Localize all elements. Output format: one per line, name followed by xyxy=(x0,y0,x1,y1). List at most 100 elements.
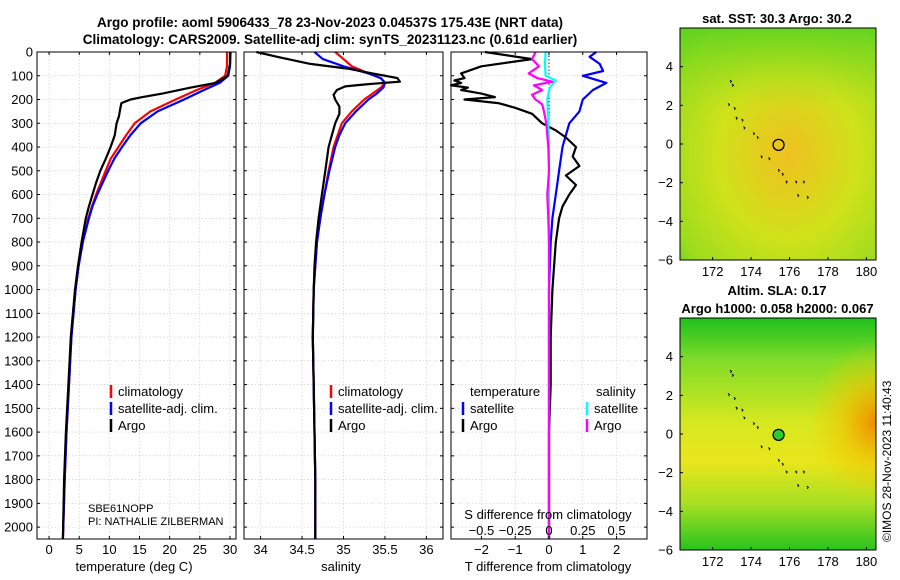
map-xtick-label: 174 xyxy=(740,264,762,279)
series-line-satellite-adj-clim- xyxy=(311,51,387,539)
xtick-label: 34 xyxy=(253,542,267,557)
difference-ticks: −2 −1 0 1 2 −0.5 −0.25 0 0.25 0.5 xyxy=(451,51,647,557)
island-mark xyxy=(802,180,806,184)
island-mark xyxy=(731,83,735,87)
xtick-top-label: −0.25 xyxy=(499,523,532,538)
temperature-panel: 0100200300400500600700800900100011001200… xyxy=(4,45,237,575)
difference-xlabel: T difference from climatology xyxy=(465,559,632,574)
xtick-label: 15 xyxy=(132,542,146,557)
pi-label: PI: NATHALIE ZILBERMAN xyxy=(88,516,224,528)
map-ytick-label: −4 xyxy=(658,214,673,229)
island-mark xyxy=(752,422,756,426)
ytick-label: 300 xyxy=(11,116,33,131)
island-mark xyxy=(768,447,771,451)
ytick-label: 800 xyxy=(11,235,33,250)
island-marks xyxy=(727,369,810,490)
island-mark xyxy=(735,116,738,120)
island-mark xyxy=(794,180,798,184)
temperature-ticks: 0100200300400500600700800900100011001200… xyxy=(4,45,237,558)
island-mark xyxy=(727,103,731,107)
xtick-label: 20 xyxy=(162,542,176,557)
ytick-label: 500 xyxy=(11,163,33,178)
ytick-label: 100 xyxy=(11,68,33,83)
map-xtick-label: 174 xyxy=(740,554,762,569)
xtick-label: 30 xyxy=(223,542,237,557)
legend-label-t-argo: Argo xyxy=(470,418,497,433)
map-xtick-label: 172 xyxy=(702,554,724,569)
series-line-t-satellite xyxy=(547,51,608,539)
sst-map: 172 174 176 178 180 −6 −4 −2 0 2 4 xyxy=(658,27,877,279)
island-mark xyxy=(756,425,760,430)
ytick-label: 1900 xyxy=(4,496,33,511)
salinity-legend: climatology satellite-adj. clim. Argo xyxy=(329,384,438,433)
map-ytick-label: −2 xyxy=(658,175,673,190)
map-xtick-label: 178 xyxy=(817,264,839,279)
map-xtick-label: 180 xyxy=(856,554,878,569)
island-mark xyxy=(785,470,788,474)
map-xtick-label: 178 xyxy=(817,554,839,569)
series-line-climatology xyxy=(61,52,229,540)
series-line-s-argo xyxy=(527,51,554,539)
ytick-label: 1200 xyxy=(4,330,33,345)
legend-label-argo: Argo xyxy=(338,418,365,433)
island-mark xyxy=(729,79,733,84)
island-mark xyxy=(781,172,785,176)
figure-title-line2: Climatology: CARS2009. Satellite-adj cli… xyxy=(82,32,578,47)
map-ytick-label: 0 xyxy=(666,427,673,442)
salinity-ticks: 34 34.5 35 35.5 36 xyxy=(244,51,443,557)
island-mark xyxy=(743,126,746,130)
legend-group-salinity: salinity xyxy=(596,384,636,399)
xtick-label: 36 xyxy=(419,542,433,557)
island-mark xyxy=(785,180,788,184)
difference-xlabel-top: S difference from climatology xyxy=(464,507,632,522)
ytick-label: 400 xyxy=(11,140,33,155)
xtick-label: 1 xyxy=(579,542,586,557)
salinity-lines xyxy=(256,50,401,539)
island-mark xyxy=(741,408,744,412)
ytick-label: 600 xyxy=(11,187,33,202)
legend-label-sat-adj: satellite-adj. clim. xyxy=(338,401,438,416)
xtick-label: 35.5 xyxy=(372,542,397,557)
island-mark xyxy=(760,445,763,449)
map-ytick-label: 4 xyxy=(666,349,673,364)
map-xtick-label: 176 xyxy=(779,554,801,569)
xtick-label: 0 xyxy=(545,542,552,557)
map-ytick-label: −2 xyxy=(658,465,673,480)
xtick-top-label: 0.25 xyxy=(570,523,595,538)
map-xtick-label: 172 xyxy=(702,264,724,279)
series-line-argo xyxy=(61,52,232,540)
sla-map-ticks: 172 174 176 178 180 −6 −4 −2 0 2 4 xyxy=(658,349,877,569)
island-mark xyxy=(777,458,781,463)
ytick-label: 1500 xyxy=(4,401,33,416)
map-ytick-label: −6 xyxy=(658,543,673,558)
island-mark xyxy=(733,106,736,111)
legend-label-s-argo: Argo xyxy=(594,418,621,433)
ytick-label: 1700 xyxy=(4,448,33,463)
island-mark xyxy=(729,369,733,374)
ytick-label: 1000 xyxy=(4,282,33,297)
map-ytick-label: 0 xyxy=(666,137,673,152)
temperature-xlabel: temperature (deg C) xyxy=(75,559,192,574)
map-ytick-label: 4 xyxy=(666,59,673,74)
map-xtick-label: 180 xyxy=(856,264,878,279)
temperature-legend: climatology satellite-adj. clim. Argo xyxy=(109,384,218,433)
difference-legend: temperature salinity satellite Argo sate… xyxy=(461,384,638,433)
island-marks xyxy=(727,79,810,200)
island-mark xyxy=(727,393,731,397)
sst-map-ticks: 172 174 176 178 180 −6 −4 −2 0 2 4 xyxy=(658,59,877,279)
series-line-climatology xyxy=(311,51,387,539)
legend-group-temperature: temperature xyxy=(470,384,540,399)
island-mark xyxy=(735,406,738,410)
ytick-label: 2000 xyxy=(4,520,33,535)
island-mark xyxy=(743,416,746,420)
island-mark xyxy=(777,168,781,173)
map-ytick-label: 2 xyxy=(666,388,673,403)
island-mark xyxy=(756,135,760,140)
island-mark xyxy=(796,193,800,198)
ytick-label: 1800 xyxy=(4,472,33,487)
legend-label-sat-adj: satellite-adj. clim. xyxy=(118,401,218,416)
argo-position-marker xyxy=(772,428,785,442)
map-xtick-label: 176 xyxy=(779,264,801,279)
island-mark xyxy=(806,195,810,200)
